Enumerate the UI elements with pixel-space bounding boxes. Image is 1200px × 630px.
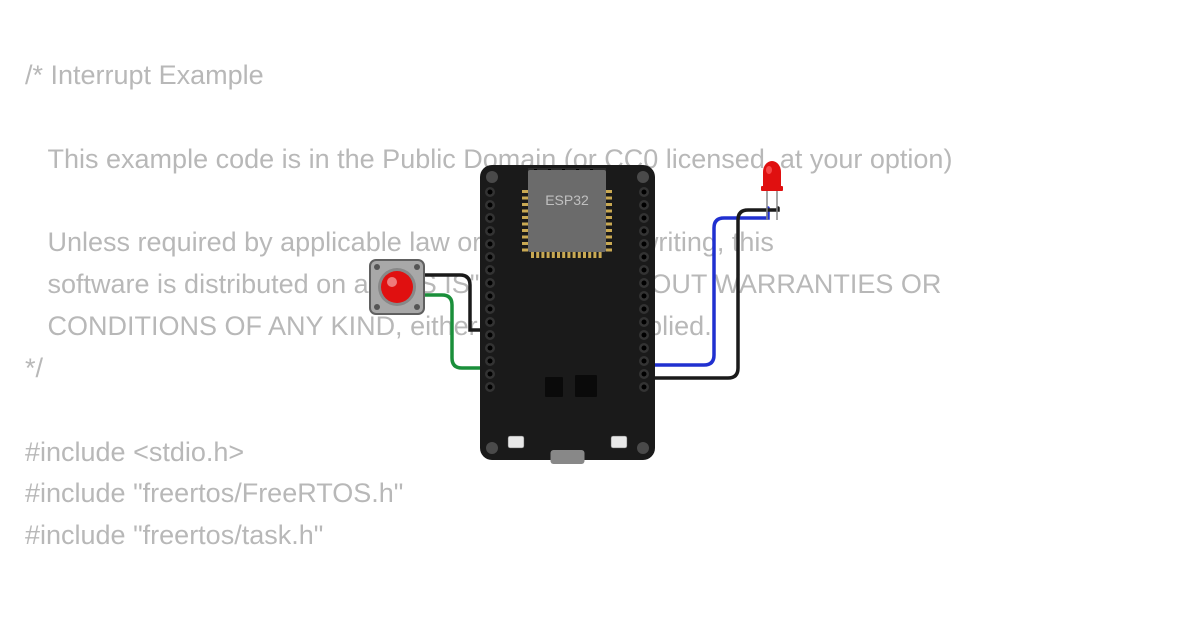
button-pin [374, 304, 380, 310]
button-cap [381, 271, 413, 303]
boot-button [508, 436, 524, 448]
circuit-diagram: ESP32 [350, 150, 850, 490]
wire-blue [644, 208, 768, 365]
code-line: */ [25, 353, 43, 383]
button-pin [414, 304, 420, 310]
esp32-board: ESP32 [480, 165, 655, 464]
screw-hole [637, 171, 649, 183]
led-cylinder [763, 172, 781, 188]
chip-label: ESP32 [545, 192, 589, 208]
code-line: #include <stdio.h> [25, 437, 244, 467]
code-line: #include "freertos/FreeRTOS.h" [25, 478, 403, 508]
button-pin [414, 264, 420, 270]
button-highlight [387, 277, 397, 287]
small-ic [575, 375, 597, 397]
screw-hole [486, 442, 498, 454]
code-line: /* Interrupt Example [25, 60, 264, 90]
wire-black-led [654, 208, 778, 378]
code-line: #include "freertos/task.h" [25, 520, 323, 550]
screw-hole [637, 442, 649, 454]
esp32-chip-shield [528, 170, 606, 252]
led-highlight [766, 166, 772, 174]
screw-hole [486, 171, 498, 183]
reset-button [611, 436, 627, 448]
push-button-component [370, 260, 424, 314]
small-ic [545, 377, 563, 397]
button-pin [374, 264, 380, 270]
usb-port [551, 450, 585, 464]
